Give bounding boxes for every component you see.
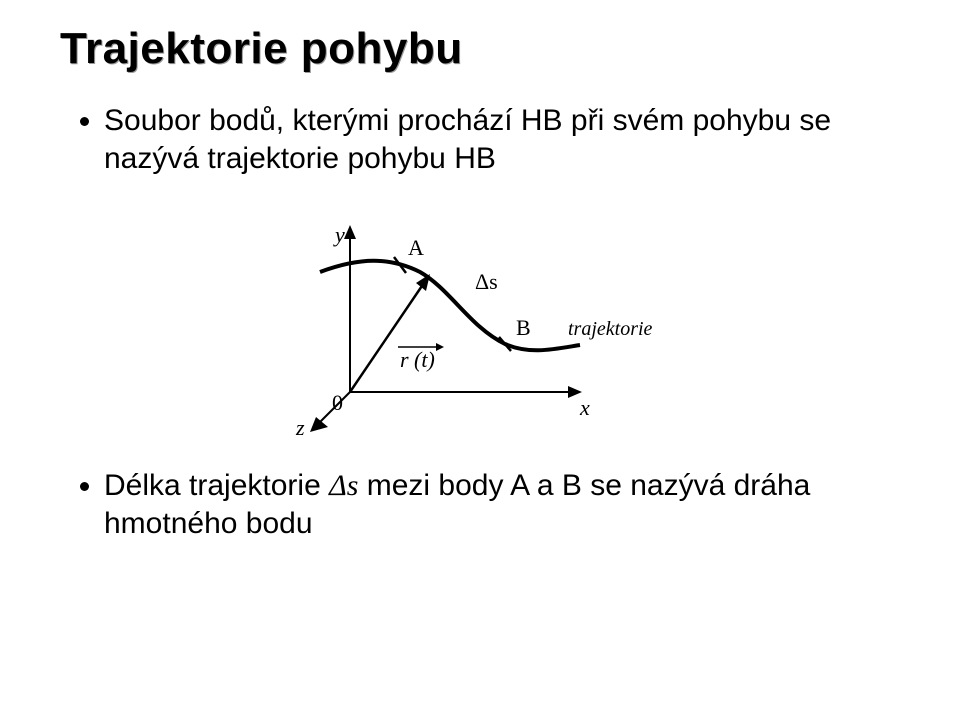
label-r-overline-arrow — [436, 343, 444, 351]
var-s: s — [347, 469, 359, 502]
bullet-item-2: Délka trajektorie Δs mezi body A a B se … — [104, 467, 900, 542]
label-origin: 0 — [332, 390, 343, 415]
z-axis-arrow — [310, 417, 328, 432]
bullet-list-2: Délka trajektorie Δs mezi body A a B se … — [60, 467, 900, 542]
delta-symbol: Δ — [329, 469, 347, 502]
trajectory-diagram: y x z 0 A B Δs r (t) trajektorie — [280, 217, 680, 437]
slide: Trajektorie pohybu Soubor bodů, kterými … — [0, 0, 960, 716]
r-vector-arrow — [416, 274, 430, 291]
page-title: Trajektorie pohybu — [60, 24, 900, 74]
label-b: B — [516, 315, 531, 340]
trajectory-curve — [320, 261, 580, 351]
y-axis-arrow — [344, 225, 356, 239]
label-trajektorie: trajektorie — [568, 318, 653, 340]
bullet-item-1: Soubor bodů, kterými prochází HB při své… — [104, 102, 900, 177]
bullet-list-1: Soubor bodů, kterými prochází HB při své… — [60, 102, 900, 177]
label-a: A — [408, 235, 424, 260]
r-vector — [350, 277, 428, 392]
diagram-container: y x z 0 A B Δs r (t) trajektorie — [60, 217, 900, 437]
label-y: y — [333, 222, 345, 247]
label-r: r (t) — [400, 347, 435, 372]
label-ds: Δs — [475, 269, 498, 294]
label-z: z — [295, 415, 305, 437]
label-x: x — [579, 395, 590, 420]
bullet2-prefix: Délka trajektorie — [104, 469, 329, 502]
